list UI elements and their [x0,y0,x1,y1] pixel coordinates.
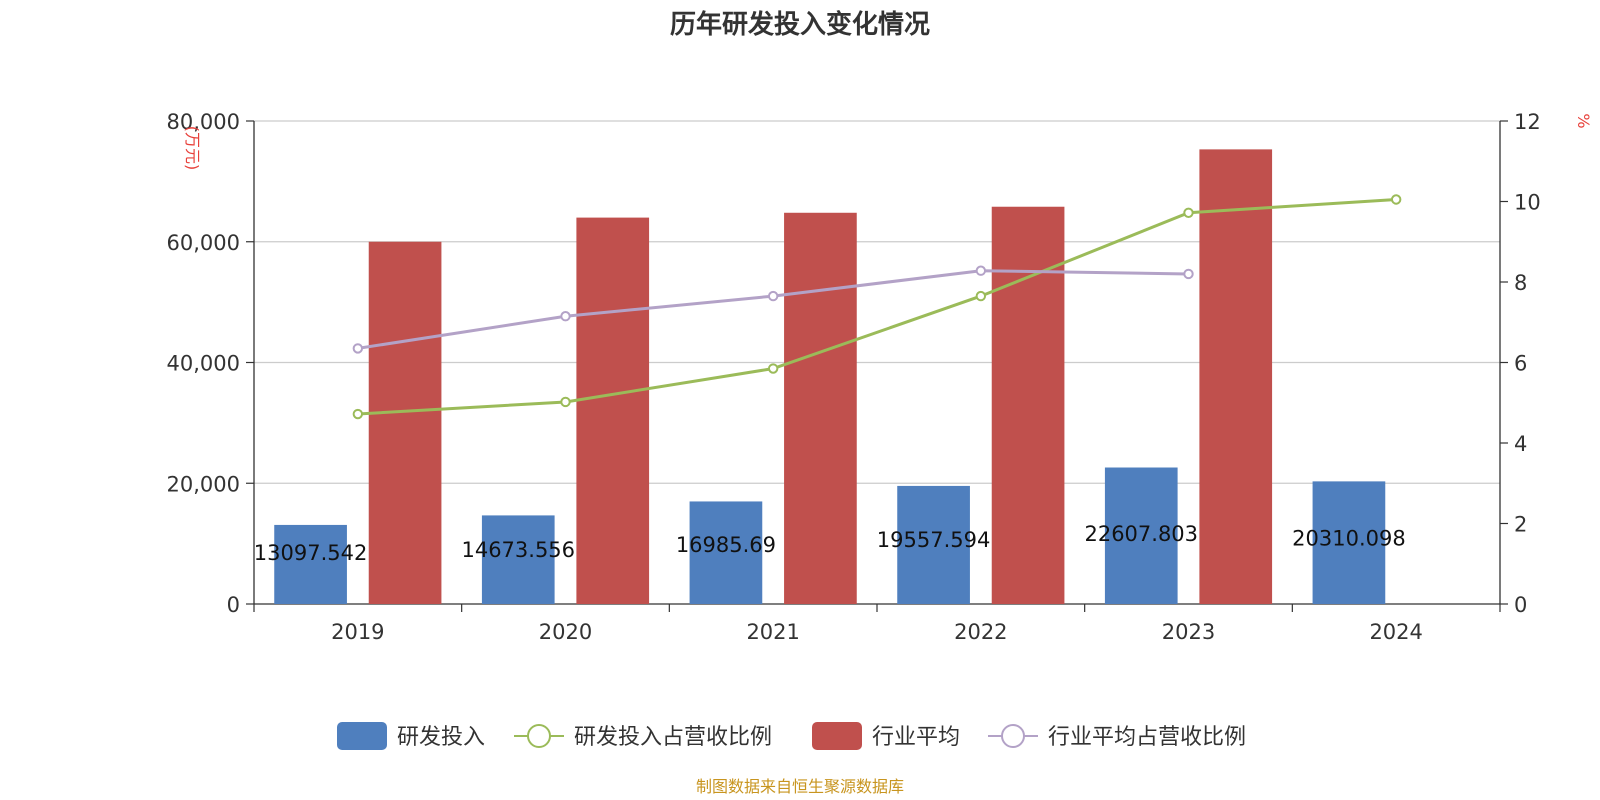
legend-item[interactable]: 研发投入 [337,722,485,750]
grid-lines [254,120,1500,484]
bar-industry-average [1199,149,1273,604]
chart-title: 历年研发投入变化情况 [670,9,930,40]
right-axis-tick-label: 4 [1514,432,1527,456]
right-axis-tick-label: 0 [1514,593,1527,617]
legend-swatch [812,722,862,750]
line-point [767,363,779,374]
bar-rd-investment [274,524,347,604]
right-axis-tick-label: 2 [1514,513,1527,537]
x-axis-tick-label: 2019 [331,620,384,644]
axes: 0 20,000 40,000 60,000 80,000 0 2 4 6 8 10 12 2019 20… [167,110,1541,644]
line-point [352,408,364,420]
right-axis-unit: % [1574,113,1593,128]
bar-rd-investment [481,515,555,604]
bar-data-label: 14673.556 [461,538,575,562]
line-point [975,265,987,276]
legend-marker [1001,724,1025,748]
bar-data-label: 19557.594 [877,528,991,552]
x-axis-tick-label: 2020 [539,620,592,644]
line-point [352,343,364,354]
line-point [1183,268,1194,280]
line-rd-ratio [357,197,1397,416]
bar-rd-investment [1312,481,1386,604]
left-axis-tick-label: 60,000 [167,231,240,255]
bar-rd-investment [1104,467,1178,604]
bar-rd-investment [897,485,970,604]
bars [274,149,1386,605]
line-point [767,290,779,302]
right-axis-tick-label: 8 [1514,271,1527,295]
legend-label: 研发投入占营收比例 [574,725,772,750]
bar-data-label: 22607.803 [1084,522,1198,546]
line-point [560,396,571,408]
line-point [560,311,571,322]
legend-label: 行业平均 [872,725,960,750]
legend-marker [527,724,551,748]
legend-item[interactable]: 行业平均 [812,722,960,750]
legend-item[interactable]: 行业平均占营收比例 [988,724,1246,750]
bar-data-label: 20310.098 [1292,527,1406,551]
left-axis-tick-label: 0 [227,593,240,617]
legend-swatch [337,722,387,750]
left-axis-tick-label: 20,000 [167,472,240,496]
source-note: 制图数据来自恒生聚源数据库 [696,777,904,796]
bar-industry-average [368,241,442,604]
bar-data-label: 13097.542 [254,541,368,565]
x-axis-tick-label: 2021 [746,620,799,644]
x-axis-tick-label: 2023 [1162,620,1215,644]
right-axis-tick-label: 10 [1514,191,1541,215]
bar-data-label: 16985.69 [676,533,776,557]
bar-rd-investment [689,501,763,604]
legend-item[interactable]: 研发投入占营收比例 [514,724,772,750]
x-axis-tick-label: 2024 [1369,620,1422,644]
legend[interactable]: 研发投入 研发投入占营收比例 行业平均 行业平均占营收比例 [337,722,1246,750]
left-axis-tick-label: 40,000 [167,352,240,376]
left-axis-tick-label: 80,000 [167,110,240,134]
lines [352,194,1402,420]
legend-label: 行业平均占营收比例 [1048,725,1246,750]
right-axis-tick-label: 12 [1514,110,1541,134]
right-axis-tick-label: 6 [1514,352,1527,376]
line-point [1183,207,1194,218]
data-labels: 13097.542 14673.556 16985.69 19557.594 22607… [254,522,1406,565]
left-axis-unit: (万元) [183,126,202,171]
bar-industry-average [784,212,857,604]
legend-label: 研发投入 [397,725,485,750]
bar-industry-average [576,217,650,604]
x-axis-tick-label: 2022 [954,620,1007,644]
line-point [975,290,987,302]
line-point [1390,194,1402,205]
